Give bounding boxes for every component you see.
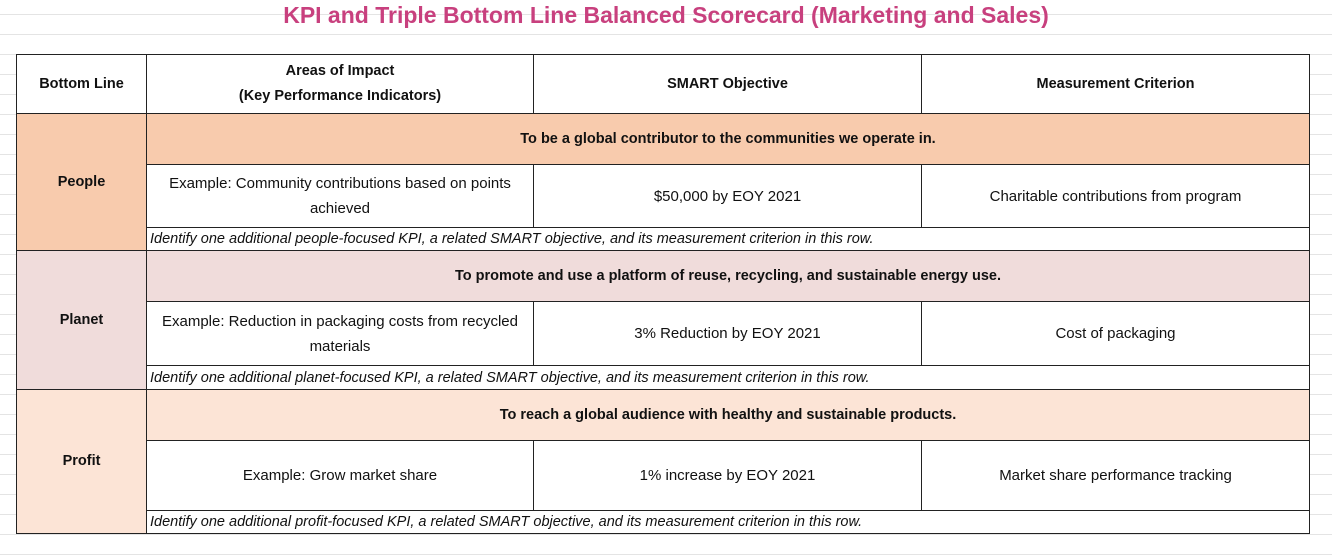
example-cell: $50,000 by EOY 2021 [533, 164, 922, 228]
instruction-text: Identify one additional people-focused K… [150, 231, 874, 247]
example-cell: Example: Reduction in packaging costs fr… [146, 301, 534, 366]
header-text: Measurement Criterion [1036, 75, 1195, 92]
bottom-line-label: Planet [59, 311, 104, 328]
example-cell: 3% Reduction by EOY 2021 [533, 301, 922, 366]
header-cell: Measurement Criterion [921, 54, 1310, 114]
objective-text: To reach a global audience with healthy … [499, 406, 957, 423]
example-text: Example: Reduction in packaging costs fr… [161, 312, 518, 355]
example-cell: Charitable contributions from program [921, 164, 1310, 228]
example-text: $50,000 by EOY 2021 [653, 187, 802, 205]
header-text: (Key Performance Indicators) [238, 88, 442, 104]
objective-text: To be a global contributor to the commun… [520, 130, 936, 147]
header-text: Bottom Line [39, 75, 124, 92]
example-cell: Market share performance tracking [921, 440, 1310, 511]
objective-cell: To be a global contributor to the commun… [146, 113, 1310, 165]
bottom-line-cell: Profit [16, 389, 147, 534]
example-text: 3% Reduction by EOY 2021 [634, 325, 821, 342]
example-text: Cost of packaging [1055, 325, 1176, 342]
instruction-cell: Identify one additional profit-focused K… [146, 510, 1310, 534]
objective-cell: To promote and use a platform of reuse, … [146, 250, 1310, 302]
bottom-line-label: People [57, 173, 106, 190]
example-cell: Example: Community contributions based o… [146, 164, 534, 228]
title: KPI and Triple Bottom Line Balanced Scor… [283, 2, 1049, 28]
example-text: Market share performance tracking [999, 467, 1232, 484]
header-cell: Areas of Impact (Key Performance Indicato… [146, 54, 534, 114]
instruction-cell: Identify one additional planet-focused K… [146, 365, 1310, 390]
header-text: SMART Objective [667, 75, 788, 92]
example-cell: Cost of packaging [921, 301, 1310, 366]
header-cell: SMART Objective [533, 54, 922, 114]
example-text: Example: Community contributions based o… [169, 175, 511, 217]
bottom-line-label: Profit [62, 453, 101, 469]
instruction-text: Identify one additional profit-focused K… [150, 514, 863, 530]
objective-text: To promote and use a platform of reuse, … [454, 267, 1002, 284]
example-text: Example: Grow market share [242, 467, 438, 484]
example-text: Charitable contributions from program [989, 187, 1242, 205]
objective-cell: To reach a global audience with healthy … [146, 389, 1310, 441]
example-cell: Example: Grow market share [146, 440, 534, 511]
example-text: 1% increase by EOY 2021 [639, 467, 816, 484]
instruction-cell: Identify one additional people-focused K… [146, 227, 1310, 251]
bottom-line-cell: Planet [16, 250, 147, 390]
header-text: Areas of Impact [285, 63, 395, 79]
example-cell: 1% increase by EOY 2021 [533, 440, 922, 511]
header-cell: Bottom Line [16, 54, 147, 114]
instruction-text: Identify one additional planet-focused K… [150, 369, 870, 386]
bottom-line-cell: People [16, 113, 147, 251]
